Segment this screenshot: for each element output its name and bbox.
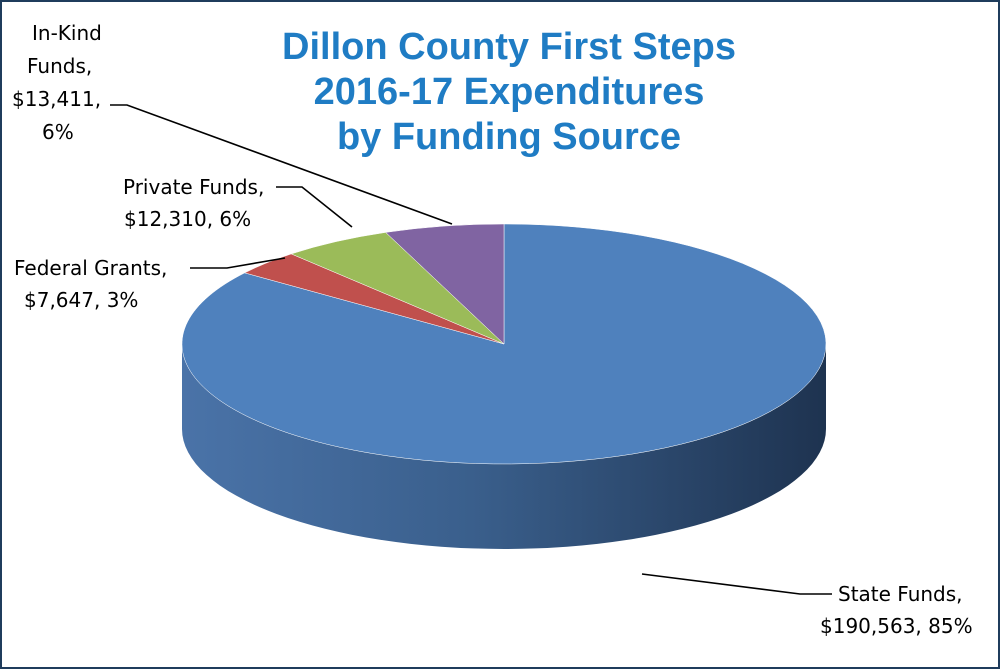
leader-line-federal-grants: [190, 257, 286, 269]
leader-line-private-funds: [276, 186, 353, 228]
leader-line-state-funds: [641, 573, 832, 595]
chart-title-line-1: Dillon County First Steps: [282, 26, 736, 68]
pie-slice-in-kind-funds: [385, 223, 505, 345]
data-label-in-kind-3: $13,411,: [12, 87, 101, 111]
chart-title-line-3: by Funding Source: [337, 116, 681, 158]
data-label-federal-grants-2: $7,647, 3%: [24, 288, 138, 312]
data-label-in-kind-1: In-Kind: [32, 21, 102, 45]
chart-title-line-2: 2016-17 Expenditures: [314, 71, 705, 113]
leader-lines: [110, 104, 832, 595]
data-label-private-funds-1: Private Funds,: [123, 175, 264, 199]
data-label-in-kind-4: 6%: [42, 120, 74, 144]
pie-side-wall: [182, 344, 826, 549]
data-label-state-funds-2: $190,563, 85%: [820, 614, 973, 638]
slices-group: [181, 223, 827, 465]
leader-line-in-kind-funds: [110, 104, 453, 225]
data-label-federal-grants-1: Federal Grants,: [14, 256, 167, 280]
data-label-state-funds-1: State Funds,: [838, 582, 963, 606]
data-label-private-funds-2: $12,310, 6%: [124, 207, 251, 231]
data-label-in-kind-2: Funds,: [27, 54, 92, 78]
